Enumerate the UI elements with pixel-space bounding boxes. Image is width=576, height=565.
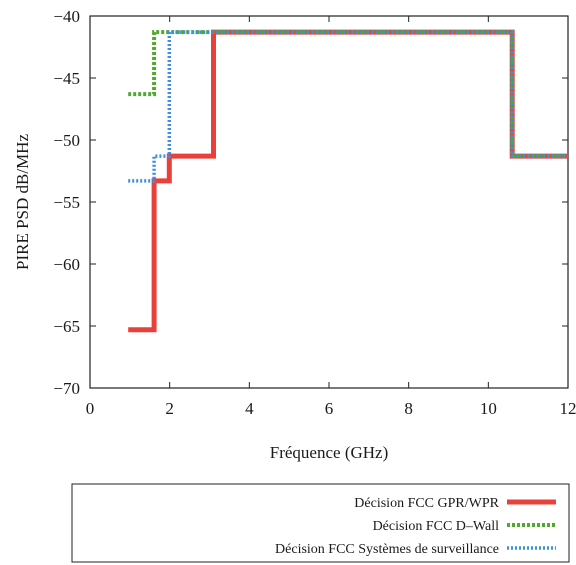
x-tick-label: 10 <box>480 399 497 418</box>
legend-label-2: Décision FCC D–Wall <box>373 519 500 534</box>
series-line-2 <box>128 30 568 159</box>
legend-label-3: Décision FCC Systèmes de surveillance <box>275 542 499 557</box>
x-tick-label: 4 <box>245 399 254 418</box>
x-tick-label: 2 <box>165 399 174 418</box>
y-tick-label: −60 <box>53 255 80 274</box>
y-tick-label: −45 <box>53 69 80 88</box>
series-line-3 <box>128 30 568 183</box>
y-tick-label: −70 <box>53 379 80 398</box>
x-tick-label: 6 <box>325 399 334 418</box>
legend-label-1: Décision FCC GPR/WPR <box>354 496 499 511</box>
series-lines <box>128 29 568 333</box>
y-ticks: −40 −45 −50 −55 −60 −65 −70 <box>53 7 568 398</box>
plot-area: 0 2 4 6 8 10 12 −40 −45 −50 −55 −60 −65 −70 <box>53 7 576 418</box>
y-tick-label: −55 <box>53 193 80 212</box>
x-tick-label: 12 <box>560 399 576 418</box>
x-axis-label: Fréquence (GHz) <box>270 443 388 462</box>
x-tick-label: 0 <box>86 399 95 418</box>
y-tick-label: −50 <box>53 131 80 150</box>
x-tick-label: 8 <box>404 399 413 418</box>
x-ticks: 0 2 4 6 8 10 12 <box>86 16 576 418</box>
plot-frame <box>89 15 569 389</box>
legend: Décision FCC GPR/WPR Décision FCC D–Wall D… <box>71 483 570 563</box>
y-tick-label: −65 <box>53 317 80 336</box>
y-tick-label: −40 <box>53 7 80 26</box>
series-line-1 <box>128 29 568 333</box>
y-axis-label: PIRE PSD dB/MHz <box>13 134 32 270</box>
legend-box <box>71 483 570 563</box>
